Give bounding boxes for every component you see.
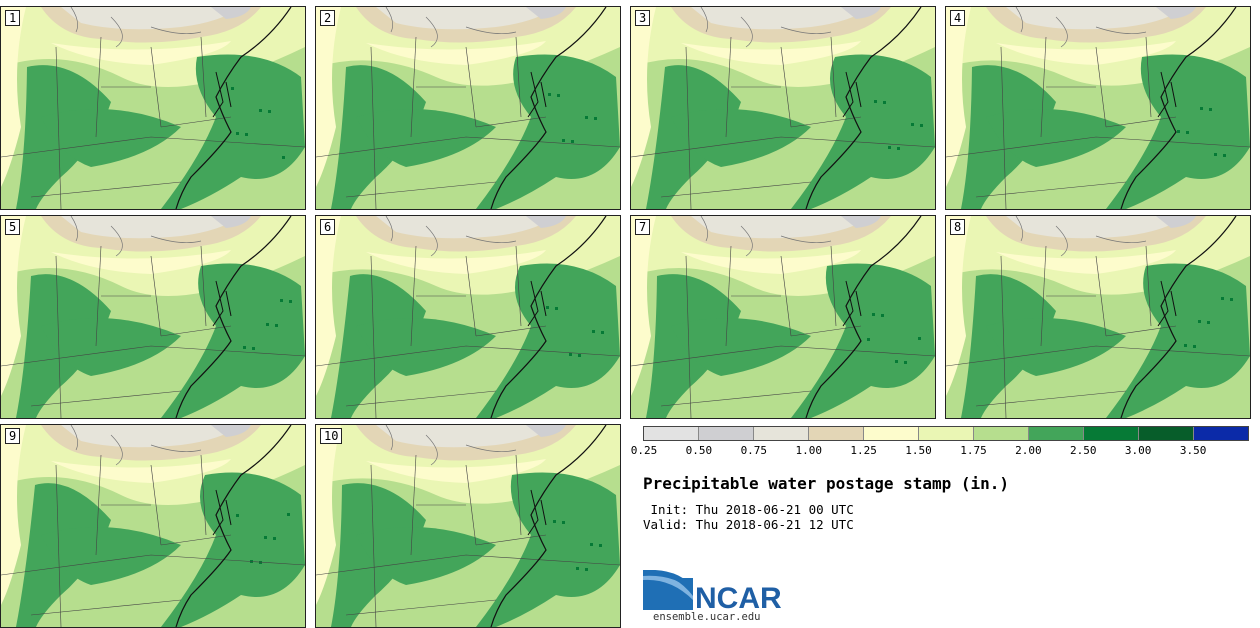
- colorbar-tick: 3.50: [1179, 444, 1207, 457]
- colorbar-swatch: [974, 427, 1029, 440]
- colorbar-swatch: [1194, 427, 1248, 440]
- colorbar-tick: 3.00: [1124, 444, 1152, 457]
- pw-map: [631, 7, 935, 209]
- member-panel-4: 4: [945, 6, 1251, 210]
- colorbar-swatch: [919, 427, 974, 440]
- panel-number-label: 8: [950, 219, 966, 235]
- panel-number-label: 3: [635, 10, 651, 26]
- logo-url: ensemble.ucar.edu: [653, 611, 761, 623]
- colorbar-swatch: [1139, 427, 1194, 440]
- member-panel-5: 5: [0, 215, 306, 419]
- logo-text: NCAR: [695, 582, 782, 612]
- member-panel-7: 7: [630, 215, 936, 419]
- init-time: Init: Thu 2018-06-21 00 UTC: [643, 502, 854, 517]
- colorbar-tick: 1.75: [960, 444, 987, 457]
- member-panel-3: 3: [630, 6, 936, 210]
- colorbar-tick-labels: 0.25 0.50 0.75 1.00 1.25 1.50 1.75 2.00 2.50 3.00…: [631, 441, 1260, 457]
- colorbar-swatch: [699, 427, 754, 440]
- pw-map: [631, 216, 935, 418]
- colorbar-swatch: [864, 427, 919, 440]
- panel-number-label: 10: [320, 428, 343, 444]
- colorbar-tick: 1.25: [850, 444, 877, 457]
- colorbar-tick: 2.50: [1070, 444, 1097, 457]
- member-panel-6: 6: [315, 215, 621, 419]
- colorbar-tick: 0.25: [630, 444, 658, 457]
- valid-time: Valid: Thu 2018-06-21 12 UTC: [643, 517, 854, 532]
- chart-title: Precipitable water postage stamp (in.): [643, 474, 1010, 493]
- pw-map: [1, 216, 305, 418]
- panel-number-label: 2: [320, 10, 336, 26]
- member-panel-2: 2: [315, 6, 621, 210]
- panel-number-label: 5: [5, 219, 21, 235]
- pw-map: [1, 425, 305, 627]
- colorbar-tick: 0.50: [685, 444, 713, 457]
- member-panel-10: 10: [315, 424, 621, 628]
- member-panel-9: 9: [0, 424, 306, 628]
- colorbar-tick: 1.00: [795, 444, 822, 457]
- colorbar-swatch: [754, 427, 809, 440]
- pw-map: [946, 7, 1250, 209]
- colorbar-tick: 2.00: [1015, 444, 1042, 457]
- member-panel-8: 8: [945, 215, 1251, 419]
- colorbar: [643, 426, 1249, 441]
- pw-map: [1, 7, 305, 209]
- colorbar-swatch: [1029, 427, 1084, 440]
- pw-map: [316, 216, 620, 418]
- panel-number-label: 6: [320, 219, 336, 235]
- member-panel-1: 1: [0, 6, 306, 210]
- pw-map: [316, 7, 620, 209]
- panel-number-label: 7: [635, 219, 651, 235]
- pw-map: [946, 216, 1250, 418]
- colorbar-tick: 0.75: [740, 444, 768, 457]
- pw-map: [316, 425, 620, 627]
- panel-number-label: 9: [5, 428, 21, 444]
- colorbar-tick: 1.50: [905, 444, 932, 457]
- ncar-logo: NCAR: [643, 570, 782, 612]
- colorbar-swatch: [809, 427, 864, 440]
- colorbar-swatch: [1084, 427, 1139, 440]
- colorbar-legend: 0.25 0.50 0.75 1.00 1.25 1.50 1.75 2.00 2.50 3.00…: [631, 426, 1260, 457]
- panel-number-label: 4: [950, 10, 966, 26]
- panel-number-label: 1: [5, 10, 21, 26]
- colorbar-swatch: [644, 427, 699, 440]
